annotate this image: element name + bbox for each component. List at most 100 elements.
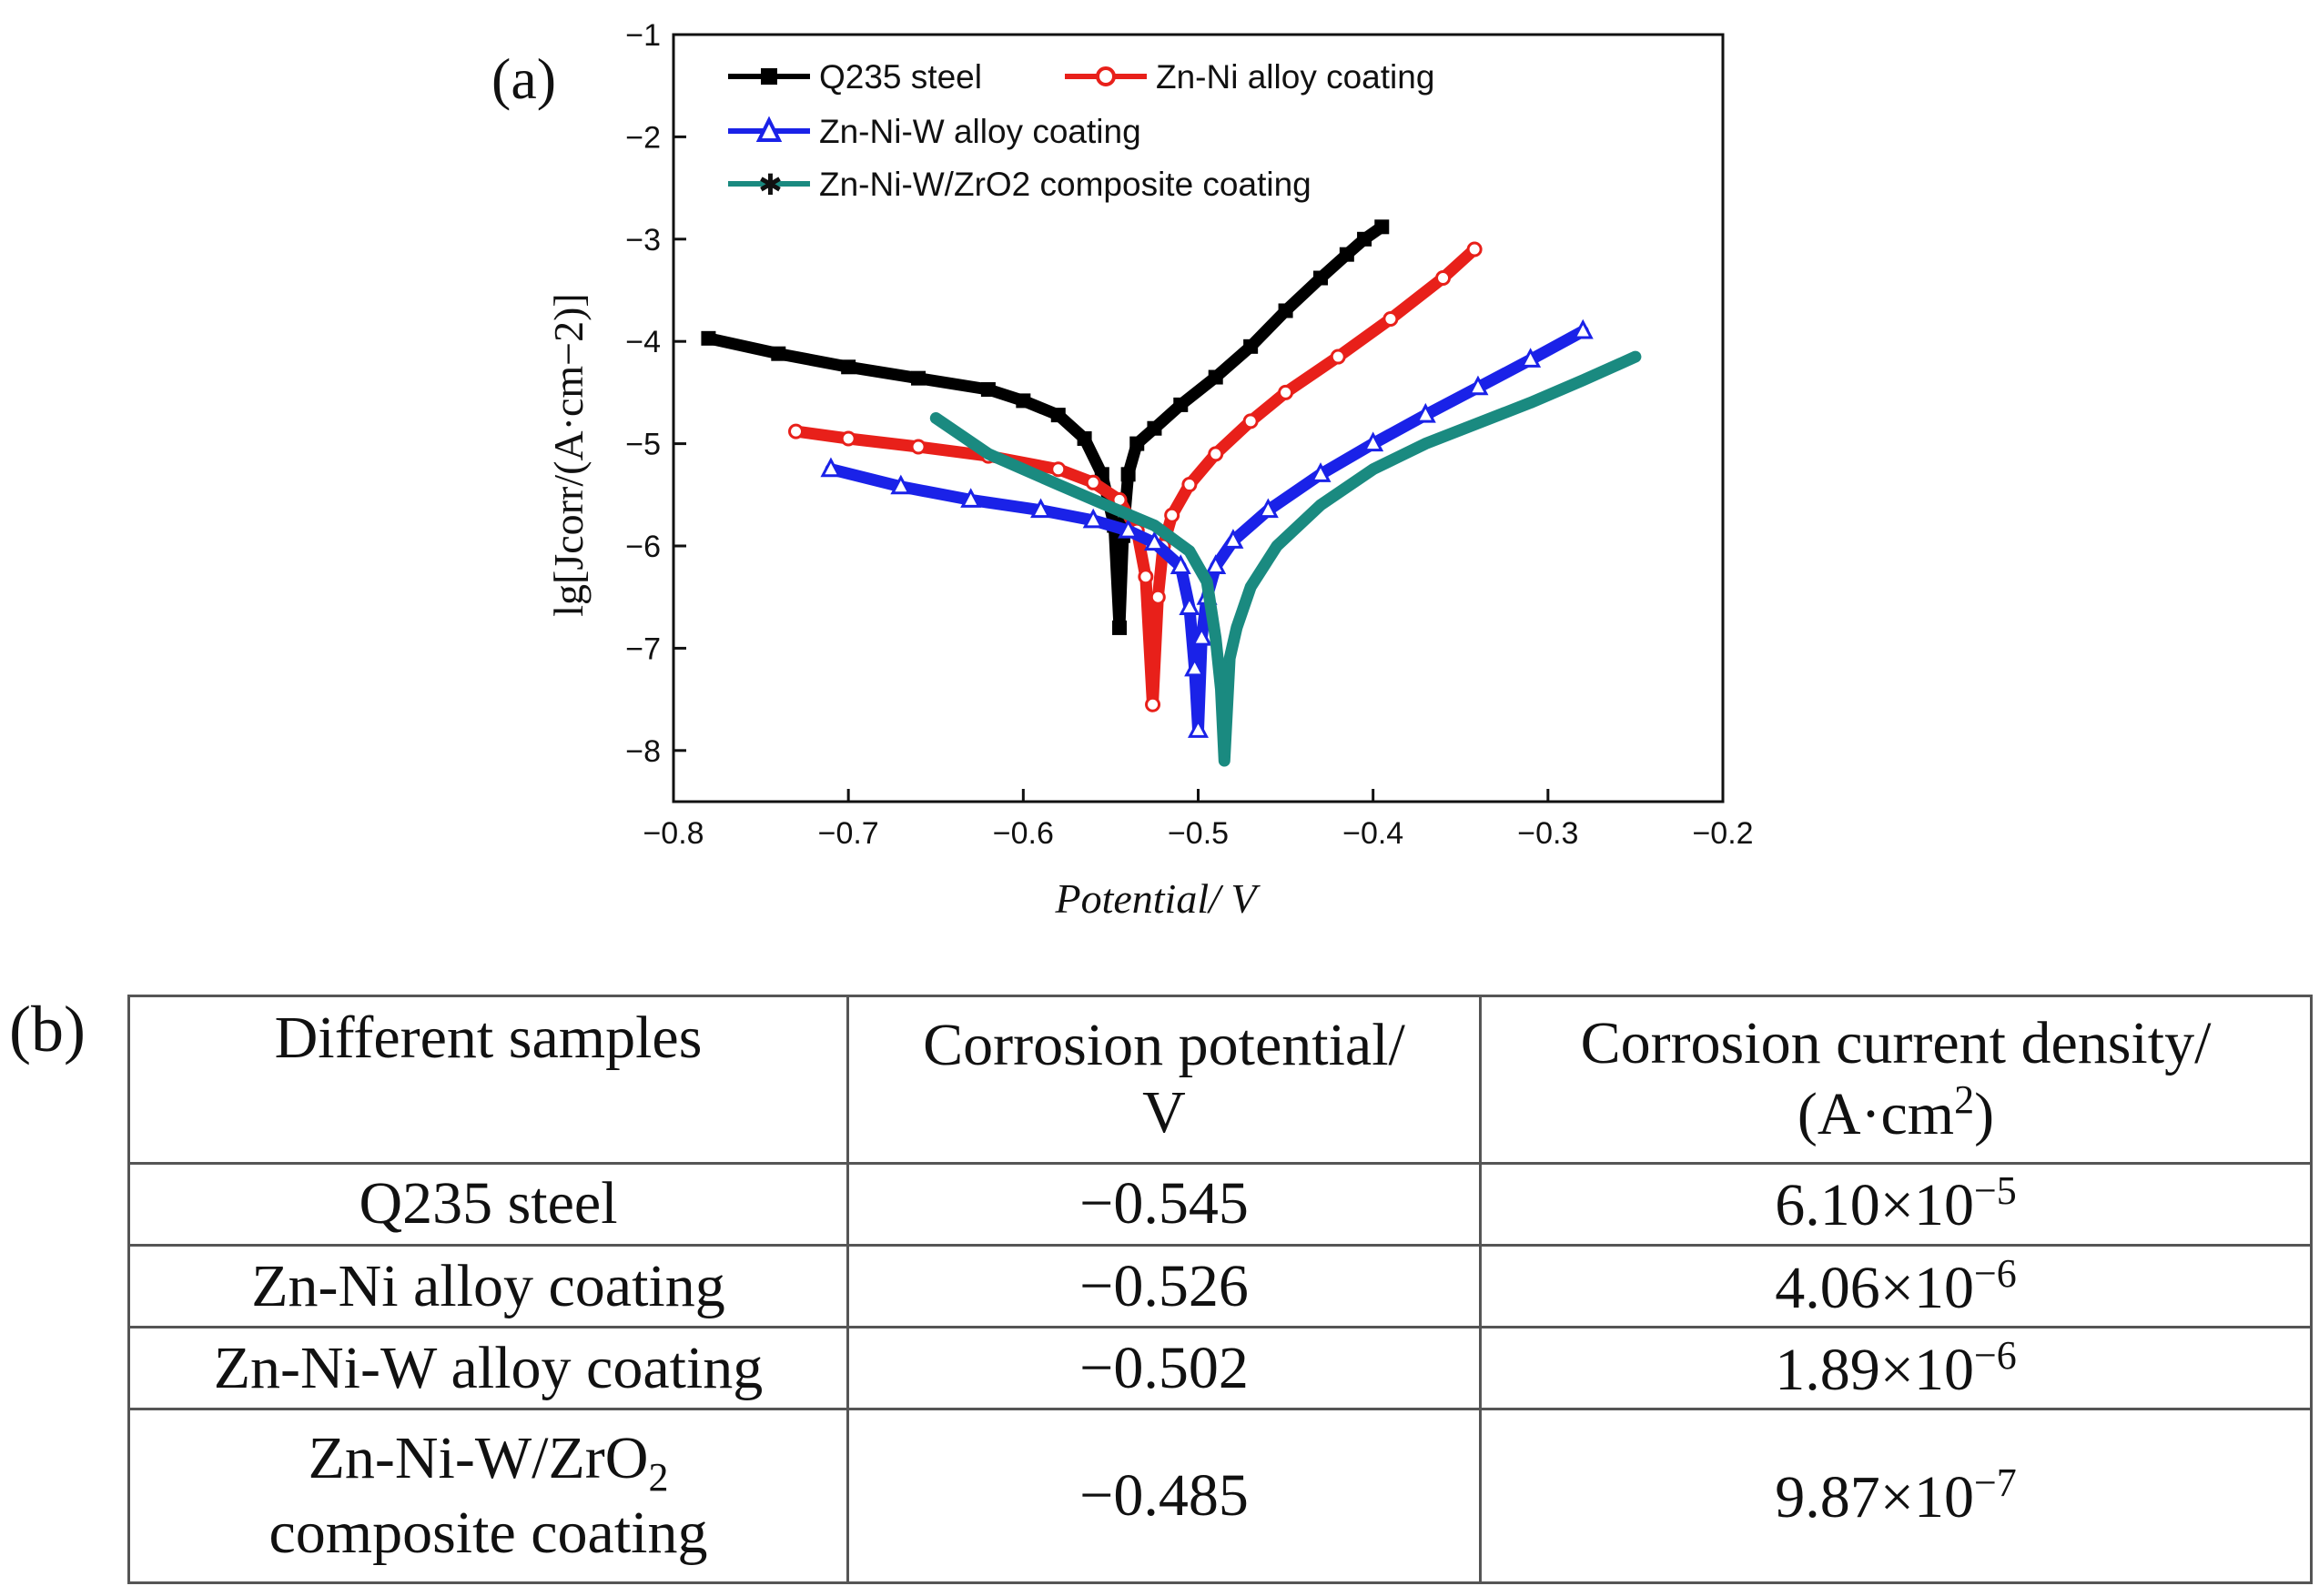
data-point-0: [1208, 369, 1223, 385]
polarization-chart: (a) −0.8 −0.7 −0.6 −0.5 −0.4 −0.3 −0.2 −8−7−6−…: [491, 18, 1754, 922]
data-point-2: [1143, 530, 1165, 551]
data-point-1: [1085, 474, 1101, 490]
panel-a-label: (a): [491, 46, 556, 111]
table-header-row: Different samples Corrosion potential/ V…: [127, 995, 2313, 1165]
y-tick-label: −8: [625, 734, 661, 769]
y-tick-label: −1: [625, 18, 661, 53]
data-point-2: [1467, 375, 1489, 396]
data-point-3: [1224, 652, 1236, 664]
y-tick-label: −7: [625, 631, 661, 666]
density-cell: 1.89×10−6: [1479, 1326, 2313, 1411]
data-point-2: [1190, 625, 1212, 646]
density-cell: 4.06×10−6: [1479, 1243, 2313, 1329]
data-point-1: [1138, 569, 1154, 585]
data-point-3: [1149, 520, 1160, 531]
y-tick-label: −3: [625, 223, 661, 258]
legend-marker-zn-ni-w-zro2: ✱: [758, 168, 783, 201]
data-point-1: [1149, 589, 1166, 605]
series-line-2: [825, 325, 1589, 736]
data-point-3: [1210, 632, 1221, 644]
data-point-0: [1129, 436, 1145, 451]
data-point-1: [1208, 446, 1224, 462]
data-point-0: [1112, 620, 1128, 635]
data-point-2: [960, 488, 982, 508]
data-point-3: [1472, 418, 1484, 429]
legend-marker-zn-ni-w: [755, 116, 783, 142]
data-point-1: [788, 423, 805, 439]
potential-cell: −0.545: [846, 1161, 1482, 1247]
y-tick-label: −5: [625, 428, 661, 462]
corrosion-results-table: Different samples Corrosion potential/ V…: [127, 995, 2313, 1584]
sample-cell: Zn-Ni-W/ZrO2 composite coating: [127, 1408, 849, 1584]
data-point-1: [1466, 241, 1483, 258]
panel-b-label: (b): [9, 993, 86, 1066]
data-point-2: [820, 457, 842, 478]
legend-marker-q235: [761, 68, 777, 85]
y-axis-title: lg[Jcorr/(A·cm−2)]: [545, 293, 592, 616]
header-density: Corrosion current density/ (A·cm2): [1479, 995, 2313, 1165]
sample-line2: composite coating: [268, 1500, 708, 1567]
potential-cell: −0.502: [846, 1326, 1482, 1411]
data-point-0: [1077, 430, 1092, 446]
table-row: Q235 steel −0.545 6.10×10−5: [127, 1161, 2313, 1247]
data-point-0: [1357, 231, 1372, 247]
data-point-3: [1367, 463, 1379, 475]
potential-cell: −0.485: [846, 1408, 1482, 1584]
data-point-1: [1382, 310, 1399, 327]
sample-line1: Zn-Ni-W/ZrO2: [308, 1425, 669, 1500]
x-tick-label: −0.4: [1342, 816, 1403, 851]
data-point-1: [910, 439, 927, 455]
data-point-3: [1201, 576, 1213, 588]
data-point-0: [1313, 270, 1329, 286]
x-axis-ticks: −0.8 −0.7 −0.6 −0.5 −0.4 −0.3 −0.2: [643, 789, 1754, 851]
data-point-3: [1230, 621, 1242, 633]
data-point-3: [1629, 351, 1641, 363]
data-point-0: [1243, 338, 1259, 354]
y-axis-ticks: −8 −7 −6 −5 −4 −3 −2 −1: [625, 18, 686, 769]
data-point-1: [1242, 413, 1259, 429]
data-point-0: [980, 382, 996, 398]
x-tick-label: −0.2: [1692, 816, 1753, 851]
data-point-0: [1120, 467, 1136, 482]
data-point-0: [841, 359, 856, 375]
table-row: Zn-Ni-W/ZrO2 composite coating −0.485 9.…: [127, 1408, 2313, 1584]
data-point-3: [1315, 500, 1327, 511]
data-point-3: [1245, 581, 1257, 592]
data-point-2: [1572, 318, 1594, 339]
data-point-3: [1215, 683, 1227, 695]
data-point-0: [1339, 247, 1354, 262]
header-potential: Corrosion potential/ V: [846, 995, 1482, 1165]
data-point-3: [1219, 755, 1230, 767]
data-point-0: [1016, 393, 1031, 409]
sample-cell: Zn-Ni alloy coating: [127, 1243, 849, 1329]
data-point-3: [930, 412, 942, 424]
x-tick-label: −0.5: [1168, 816, 1229, 851]
data-point-0: [1050, 408, 1066, 423]
header-potential-line1: Corrosion potential/: [923, 1012, 1405, 1079]
data-point-3: [1105, 501, 1117, 513]
chart-legend: Q235 steel Zn-Ni alloy coating Zn-Ni-W a…: [728, 58, 1434, 203]
data-point-0: [701, 330, 716, 346]
x-axis-title: Potential/ V: [1054, 875, 1261, 922]
data-point-1: [1050, 461, 1067, 478]
potential-cell: −0.526: [846, 1243, 1482, 1329]
data-point-1: [1164, 507, 1180, 523]
data-point-0: [1147, 420, 1162, 436]
sample-cell: Zn-Ni-W alloy coating: [127, 1326, 849, 1411]
data-point-0: [771, 346, 786, 361]
sample-cell: Q235 steel: [127, 1161, 849, 1247]
table-row: Zn-Ni alloy coating −0.526 4.06×10−6: [127, 1243, 2313, 1329]
header-samples: Different samples: [127, 995, 849, 1165]
data-point-2: [1188, 718, 1209, 738]
data-point-2: [890, 474, 912, 495]
legend-marker-zn-ni: [1096, 66, 1116, 86]
density-cell: 9.87×10−7: [1479, 1408, 2313, 1584]
data-point-2: [1184, 656, 1206, 677]
data-point-1: [1278, 384, 1294, 400]
data-point-3: [1052, 479, 1064, 490]
data-point-1: [1435, 270, 1452, 287]
data-point-2: [1170, 554, 1191, 574]
x-tick-label: −0.8: [643, 816, 704, 851]
data-point-2: [1362, 431, 1384, 452]
data-point-2: [1414, 402, 1436, 423]
